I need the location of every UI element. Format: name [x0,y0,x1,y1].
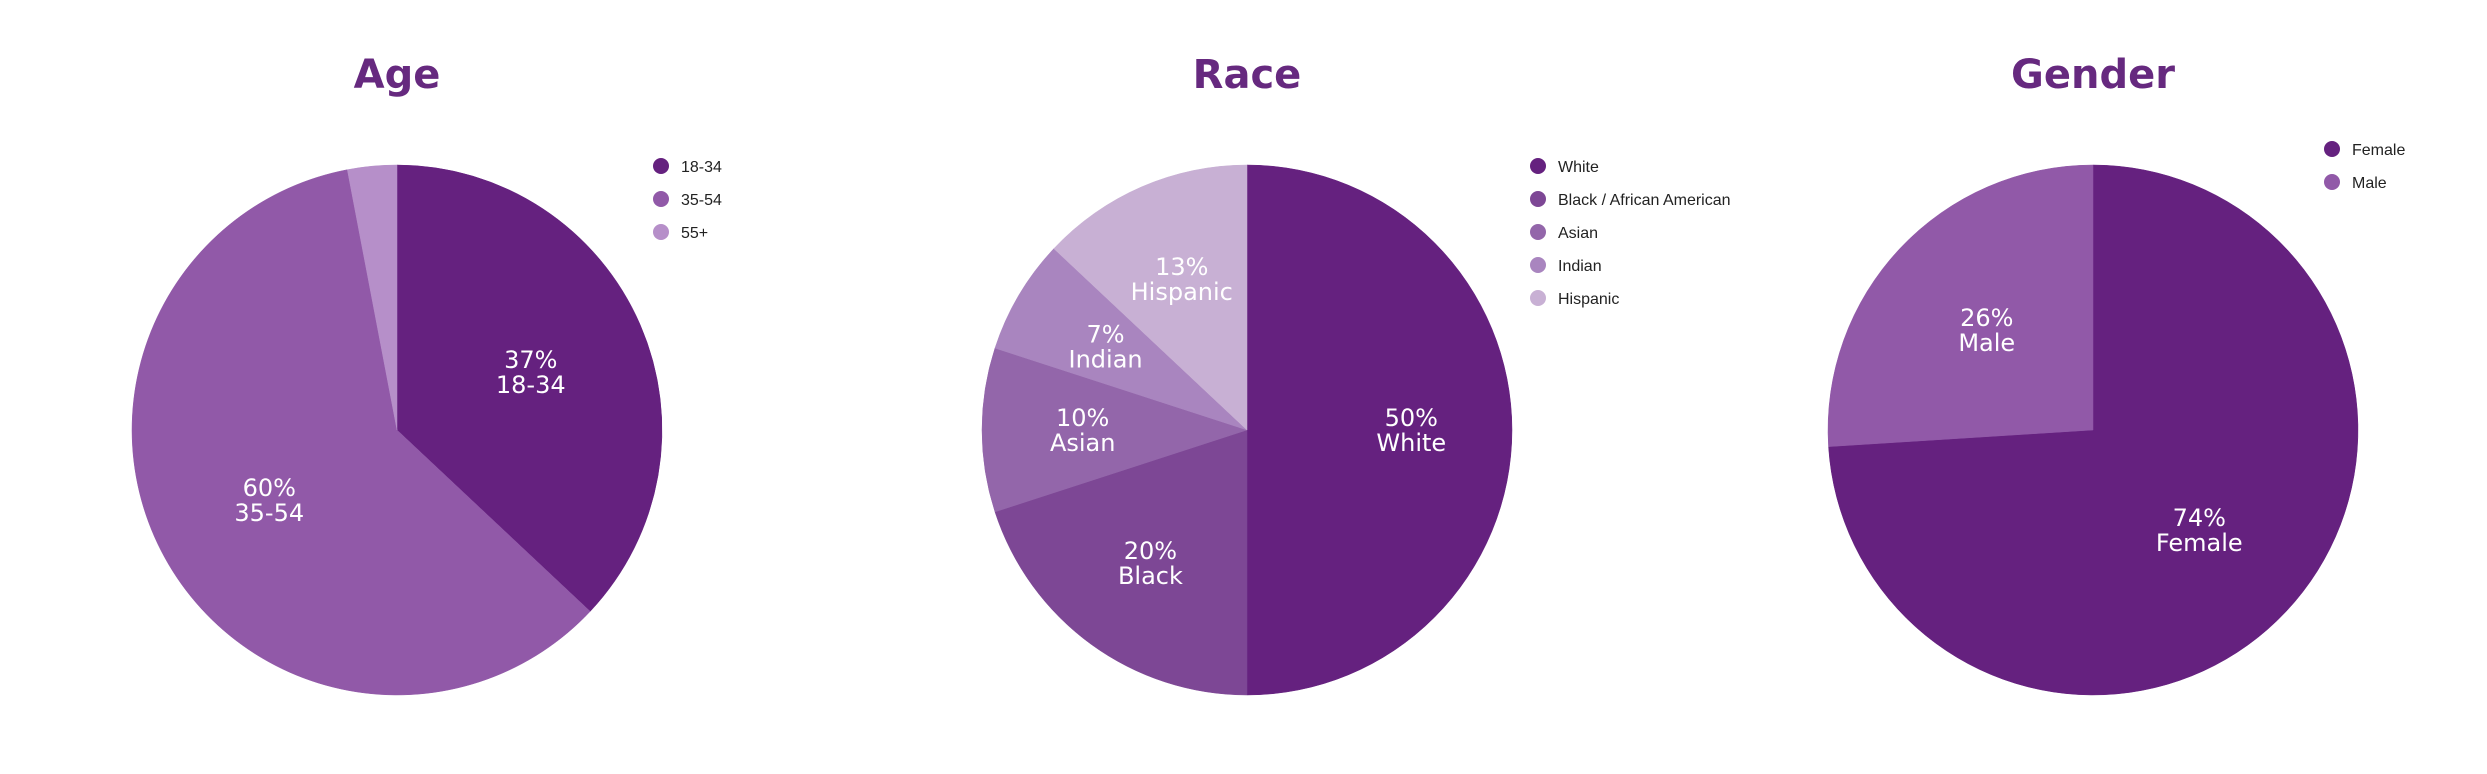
legend: White Black / African American Asian Indian… [1530,158,1731,308]
pie-slice-male[interactable] [1827,164,2094,447]
legend-label: White [1558,159,1599,176]
legend-item-55[interactable]: 55+ [653,224,708,242]
slice-label-percent: 37% [504,346,557,374]
legend-label: Indian [1558,258,1602,275]
legend-swatch [653,224,669,240]
legend-item-black-african-american[interactable]: Black / African American [1530,191,1731,209]
legend-swatch [1530,191,1546,207]
slice-label-name: Male [1958,329,2015,357]
slice-label-indian: 7% Indian [1069,320,1143,373]
slice-label-percent: 10% [1056,404,1109,432]
chart-title: Age [354,52,441,98]
pie-slice-35-54[interactable] [131,169,591,696]
legend-item-female[interactable]: Female [2324,141,2405,159]
pie-slice-indian[interactable] [994,248,1248,431]
slice-label-percent: 60% [243,474,296,502]
pie-slice-18-34[interactable] [396,164,663,612]
legend-label: Black / African American [1558,192,1731,209]
pie-slice-asian[interactable] [981,347,1248,513]
legend-swatch [1530,158,1546,174]
slice-label-asian: 10% Asian [1050,404,1116,457]
slice-label-35-54: 60% 35-54 [234,474,304,527]
legend-label: 35-54 [681,192,722,209]
legend-label: Male [2352,175,2387,192]
slice-label-white: 50% White [1376,404,1446,457]
legend-item-white[interactable]: White [1530,158,1599,176]
slice-label-black-african-american: 20% Black [1118,537,1183,590]
legend-swatch [653,191,669,207]
slice-label-name: Indian [1069,345,1143,373]
legend-item-hispanic[interactable]: Hispanic [1530,290,1619,308]
slice-label-male: 26% Male [1958,304,2015,357]
legend-item-male[interactable]: Male [2324,174,2387,192]
slice-label-name: Black [1118,562,1183,590]
legend: Female Male [2324,141,2405,192]
legend-label: 18-34 [681,159,722,176]
chart-title: Gender [2011,52,2175,98]
slice-label-percent: 13% [1155,253,1208,281]
slice-label-name: 35-54 [234,499,304,527]
chart-title: Race [1193,52,1302,98]
slice-label-percent: 74% [2173,504,2226,532]
slice-label-percent: 20% [1124,537,1177,565]
slice-label-18-34: 37% 18-34 [496,346,566,399]
legend-item-indian[interactable]: Indian [1530,257,1602,275]
legend-swatch [1530,257,1546,273]
legend-item-35-54[interactable]: 35-54 [653,191,722,209]
legend-swatch [653,158,669,174]
slice-label-hispanic: 13% Hispanic [1131,253,1233,306]
pie-slice-black-african-american[interactable] [994,429,1248,696]
legend-swatch [1530,290,1546,306]
slice-label-name: Female [2156,529,2243,557]
slice-label-name: Asian [1050,429,1116,457]
slice-label-name: Hispanic [1131,278,1233,306]
slice-label-percent: 50% [1385,404,1438,432]
legend-item-asian[interactable]: Asian [1530,224,1598,242]
pie-slice-white[interactable] [1246,164,1513,696]
legend-swatch [2324,141,2340,157]
legend-swatch [2324,174,2340,190]
legend-label: Hispanic [1558,291,1619,308]
legend-label: Asian [1558,225,1598,242]
legend-label: Female [2352,142,2405,159]
slice-label-percent: 26% [1960,304,2013,332]
pie-slice-55[interactable] [347,164,398,431]
pie-slice-hispanic[interactable] [1053,164,1248,431]
slice-label-percent: 7% [1087,320,1125,348]
legend-swatch [1530,224,1546,240]
slice-label-name: 18-34 [496,371,566,399]
slice-label-female: 74% Female [2156,504,2243,557]
legend-label: 55+ [681,225,708,242]
legend-item-18-34[interactable]: 18-34 [653,158,722,176]
slice-label-name: White [1376,429,1446,457]
legend: 18-34 35-54 55+ [653,158,722,242]
